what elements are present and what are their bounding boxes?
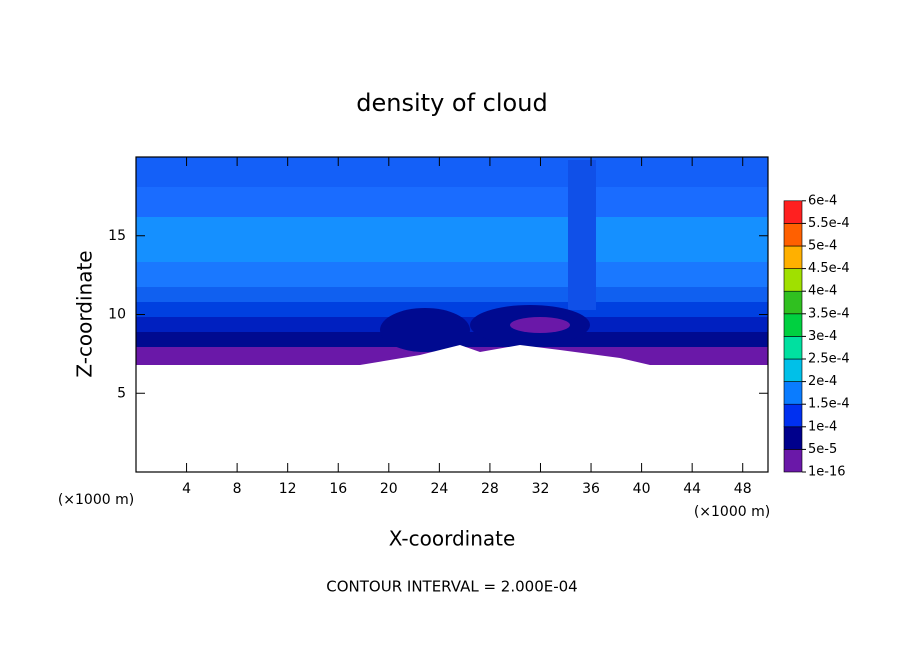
x-tick-label: 20: [380, 481, 398, 497]
x-tick-label: 8: [233, 481, 242, 497]
x-tick-label: 44: [683, 481, 701, 497]
x-tick-label: 16: [329, 481, 347, 497]
x-tick-label: 4: [182, 481, 191, 497]
y-unit: (×1000 m): [58, 492, 134, 508]
colorbar-box: [783, 336, 803, 360]
colorbar-label: 6e-4: [808, 193, 837, 208]
colorbar-label: 2.5e-4: [808, 352, 850, 367]
y-axis-label: Z-coordinate: [73, 250, 97, 377]
y-tick-label: 15: [108, 228, 126, 244]
x-tick-label: 32: [532, 481, 550, 497]
colorbar-label: 3.5e-4: [808, 306, 850, 321]
x-tick-label: 28: [481, 481, 499, 497]
colorbar-box: [783, 449, 803, 473]
colorbar-box: [783, 245, 803, 269]
x-axis-label: X-coordinate: [389, 527, 516, 551]
colorbar-box: [783, 268, 803, 292]
contour-field: [136, 157, 768, 472]
colorbar-box: [783, 313, 803, 337]
colorbar-box: [783, 358, 803, 382]
y-tick-label: 5: [117, 385, 126, 401]
x-tick-label: 12: [279, 481, 297, 497]
chart-title: density of cloud: [356, 89, 547, 117]
colorbar-label: 1e-4: [808, 419, 837, 434]
colorbar-label: 5e-5: [808, 442, 837, 457]
colorbar-label: 5e-4: [808, 239, 837, 254]
x-tick-label: 48: [734, 481, 752, 497]
x-tick-label: 24: [430, 481, 448, 497]
colorbar-label: 4e-4: [808, 284, 837, 299]
colorbar-box: [783, 381, 803, 405]
colorbar-box: [783, 200, 803, 224]
colorbar-box: [783, 426, 803, 450]
colorbar-label: 2e-4: [808, 374, 837, 389]
colorbar-label: 4.5e-4: [808, 261, 850, 276]
colorbar-label: 5.5e-4: [808, 216, 850, 231]
colorbar-label: 1.5e-4: [808, 397, 850, 412]
colorbar-box: [783, 223, 803, 247]
x-tick-label: 36: [582, 481, 600, 497]
colorbar-box: [783, 290, 803, 315]
colorbar-label: 3e-4: [808, 329, 837, 344]
colorbar-box: [783, 403, 803, 428]
x-unit: (×1000 m): [694, 504, 770, 520]
footer-note: CONTOUR INTERVAL = 2.000E-04: [326, 578, 577, 596]
y-tick-label: 10: [108, 307, 126, 323]
colorbar-label: 1e-16: [808, 465, 846, 480]
x-tick-label: 40: [633, 481, 651, 497]
